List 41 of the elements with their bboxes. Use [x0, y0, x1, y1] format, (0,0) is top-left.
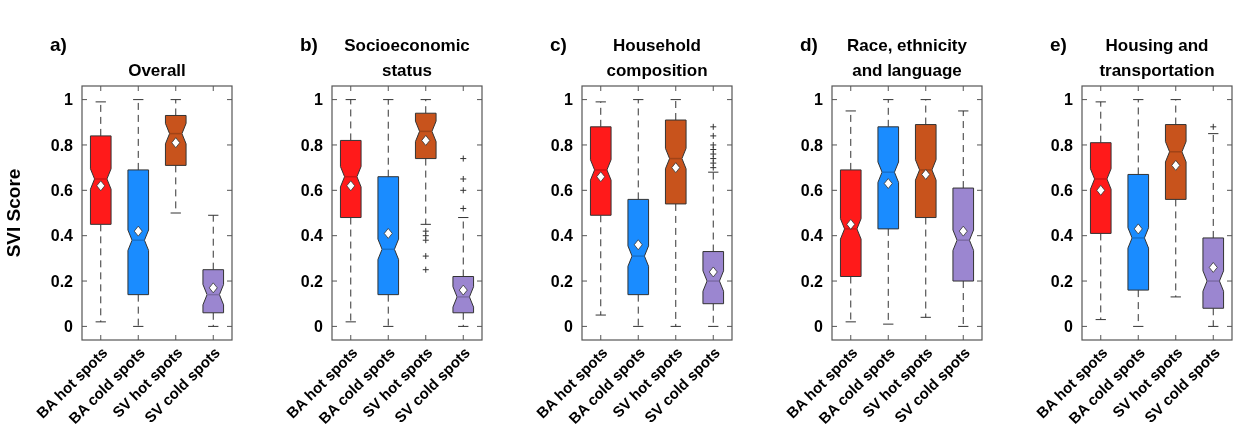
chart-title: Socioeconomic status	[344, 36, 470, 80]
y-tick-label: 0	[1064, 317, 1074, 335]
text: a)	[50, 34, 67, 55]
y-tick-label: 0.8	[300, 136, 324, 154]
y-tick-label: 0.4	[1050, 227, 1074, 245]
y-tick-label: 0.8	[800, 136, 824, 154]
y-tick-label: 0.2	[550, 272, 574, 290]
y-tick-label: 0.4	[800, 227, 824, 245]
y-tick-label: 0.4	[300, 227, 324, 245]
chart-title: Household composition	[606, 36, 708, 80]
y-tick-label: 0	[64, 317, 74, 335]
y-tick-label: 0.4	[50, 227, 74, 245]
chart-title: Race, ethnicity and language	[847, 36, 968, 80]
y-tick-label: 0.6	[1050, 181, 1074, 199]
y-tick-label: 0.6	[550, 181, 574, 199]
y-tick-label: 0.8	[1050, 136, 1074, 154]
y-tick-label: 0	[564, 317, 574, 335]
text: b)	[300, 34, 318, 55]
y-tick-label: 1	[564, 91, 574, 109]
y-tick-label: 0.8	[550, 136, 574, 154]
y-tick-label: 0.2	[1050, 272, 1074, 290]
y-tick-label: 0	[314, 317, 324, 335]
y-tick-label: 0.6	[50, 181, 74, 199]
text: e)	[1050, 34, 1067, 55]
text: c)	[550, 34, 567, 55]
y-tick-label: 0.6	[300, 181, 324, 199]
y-tick-label: 0	[814, 317, 824, 335]
y-tick-label: 0.2	[800, 272, 824, 290]
y-tick-label: 1	[814, 91, 824, 109]
y-tick-label: 0.6	[800, 181, 824, 199]
chart-title: Overall	[128, 61, 186, 80]
y-axis-title: SVI Score	[3, 168, 24, 258]
y-tick-label: 0.8	[50, 136, 74, 154]
chart-title: Housing and transportation	[1099, 36, 1215, 80]
text: d)	[800, 34, 818, 55]
y-tick-label: 1	[64, 91, 74, 109]
y-tick-label: 0.4	[550, 227, 574, 245]
y-tick-label: 0.2	[50, 272, 74, 290]
y-tick-label: 0.2	[300, 272, 324, 290]
y-tick-label: 1	[314, 91, 324, 109]
y-tick-label: 1	[1064, 91, 1074, 109]
